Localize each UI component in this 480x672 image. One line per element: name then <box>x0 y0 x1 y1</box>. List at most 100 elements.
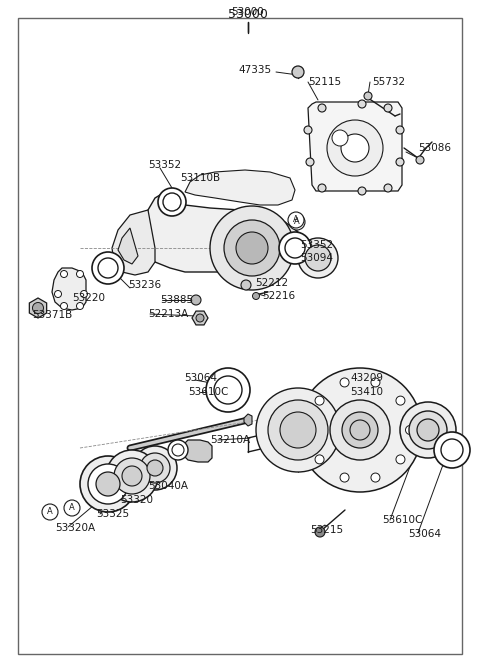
Circle shape <box>236 232 268 264</box>
Circle shape <box>358 187 366 195</box>
Circle shape <box>147 460 163 476</box>
Circle shape <box>350 420 370 440</box>
Text: 53220: 53220 <box>72 293 105 303</box>
Circle shape <box>305 425 314 435</box>
Circle shape <box>340 473 349 482</box>
Circle shape <box>441 439 463 461</box>
Circle shape <box>33 302 44 314</box>
Text: 52216: 52216 <box>262 291 295 301</box>
Text: 53086: 53086 <box>418 143 451 153</box>
Circle shape <box>315 455 324 464</box>
Circle shape <box>342 412 378 448</box>
Circle shape <box>214 376 242 404</box>
Circle shape <box>396 396 405 405</box>
Circle shape <box>396 455 405 464</box>
Circle shape <box>298 368 422 492</box>
Text: 53064: 53064 <box>184 373 217 383</box>
Circle shape <box>76 271 84 278</box>
Text: 52212: 52212 <box>255 278 288 288</box>
Polygon shape <box>185 170 295 205</box>
Circle shape <box>172 444 184 456</box>
Circle shape <box>315 396 324 405</box>
Circle shape <box>306 158 314 166</box>
Circle shape <box>279 232 311 264</box>
Circle shape <box>396 126 404 134</box>
Text: A: A <box>294 218 300 226</box>
Circle shape <box>358 100 366 108</box>
Text: 53110B: 53110B <box>180 173 220 183</box>
Text: 53320A: 53320A <box>55 523 95 533</box>
Circle shape <box>288 212 304 228</box>
Circle shape <box>60 302 68 310</box>
Circle shape <box>96 472 120 496</box>
Circle shape <box>76 302 84 310</box>
Circle shape <box>92 252 124 284</box>
Circle shape <box>285 238 305 258</box>
Circle shape <box>384 184 392 192</box>
Circle shape <box>280 412 316 448</box>
Text: 53610C: 53610C <box>382 515 422 525</box>
Circle shape <box>106 450 158 502</box>
Circle shape <box>341 134 369 162</box>
Text: 53000: 53000 <box>228 9 268 22</box>
Text: 53352: 53352 <box>300 240 333 250</box>
Polygon shape <box>112 210 155 275</box>
Circle shape <box>163 193 181 211</box>
Text: 53040A: 53040A <box>148 481 188 491</box>
Circle shape <box>55 290 61 298</box>
Text: A: A <box>69 503 75 513</box>
Polygon shape <box>52 268 86 310</box>
Text: 53352: 53352 <box>148 160 181 170</box>
Circle shape <box>206 368 250 412</box>
Circle shape <box>330 400 390 460</box>
Circle shape <box>305 245 331 271</box>
Text: 53236: 53236 <box>128 280 161 290</box>
Circle shape <box>241 280 251 290</box>
Text: A: A <box>47 507 53 517</box>
Circle shape <box>42 504 58 520</box>
Circle shape <box>140 453 170 483</box>
Polygon shape <box>192 311 208 325</box>
Text: A: A <box>293 216 299 224</box>
Circle shape <box>364 92 372 100</box>
Text: 55732: 55732 <box>372 77 405 87</box>
Circle shape <box>396 158 404 166</box>
Text: 53325: 53325 <box>96 509 129 519</box>
Circle shape <box>224 220 280 276</box>
Circle shape <box>292 66 304 78</box>
Text: 52115: 52115 <box>308 77 341 87</box>
Polygon shape <box>118 228 138 264</box>
Circle shape <box>133 446 177 490</box>
Circle shape <box>64 500 80 516</box>
Circle shape <box>80 456 136 512</box>
Circle shape <box>400 402 456 458</box>
Circle shape <box>268 400 328 460</box>
Circle shape <box>158 188 186 216</box>
Circle shape <box>114 458 150 494</box>
Circle shape <box>318 104 326 112</box>
Text: 53410: 53410 <box>350 387 383 397</box>
Circle shape <box>406 425 415 435</box>
Circle shape <box>256 388 340 472</box>
Polygon shape <box>308 102 402 191</box>
Circle shape <box>304 126 312 134</box>
Circle shape <box>327 120 383 176</box>
Polygon shape <box>29 298 47 318</box>
Circle shape <box>88 464 128 504</box>
Polygon shape <box>142 192 302 272</box>
Circle shape <box>384 104 392 112</box>
Circle shape <box>315 527 325 537</box>
Text: 52213A: 52213A <box>148 309 188 319</box>
Circle shape <box>289 214 305 230</box>
Circle shape <box>417 419 439 441</box>
Circle shape <box>98 258 118 278</box>
Circle shape <box>196 314 204 322</box>
Circle shape <box>371 378 380 387</box>
Text: 53215: 53215 <box>310 525 343 535</box>
Text: 43209: 43209 <box>350 373 383 383</box>
Text: 53064: 53064 <box>408 529 441 539</box>
Circle shape <box>252 292 260 300</box>
Text: 53371B: 53371B <box>32 310 72 320</box>
Circle shape <box>60 271 68 278</box>
Text: 53210A: 53210A <box>210 435 250 445</box>
